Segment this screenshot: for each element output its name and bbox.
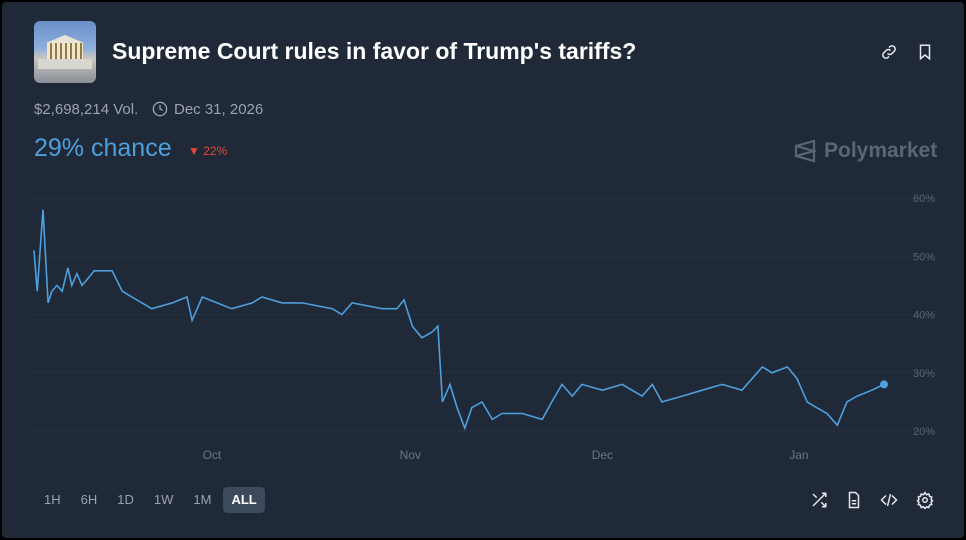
polymarket-logo-icon [794, 139, 816, 163]
range-selector: 1H 6H 1D 1W 1M ALL [36, 487, 265, 513]
y-tick-label: 20% [913, 426, 935, 438]
clock-icon [152, 101, 168, 117]
range-all[interactable]: ALL [223, 487, 265, 513]
y-tick-label: 40% [913, 310, 935, 322]
x-tick-label: Dec [592, 448, 613, 462]
y-tick-label: 60% [913, 193, 935, 205]
range-1w[interactable]: 1W [153, 492, 174, 507]
range-1h[interactable]: 1H [44, 492, 61, 507]
x-tick-label: Nov [400, 448, 421, 462]
current-point [880, 380, 888, 389]
volume: $2,698,214 Vol. [34, 101, 139, 118]
link-icon[interactable] [880, 43, 898, 61]
change-badge: ▼ 22% [188, 144, 227, 158]
x-tick-label: Jan [789, 448, 808, 462]
market-image [34, 21, 96, 83]
shuffle-icon[interactable] [810, 491, 828, 509]
market-title: Supreme Court rules in favor of Trump's … [112, 38, 637, 64]
document-icon[interactable] [845, 491, 863, 509]
y-tick-label: 30% [913, 368, 935, 380]
down-arrow-icon: ▼ [188, 144, 200, 158]
end-date: Dec 31, 2026 [174, 101, 264, 118]
embed-code-icon[interactable] [880, 491, 898, 509]
range-1d[interactable]: 1D [117, 492, 134, 507]
bookmark-icon[interactable] [916, 43, 934, 61]
chance-value: 29% chance [34, 134, 172, 162]
series-line-yes [33, 209, 885, 431]
price-chart: 20% 30% 40% 50% 60% Oct Nov Dec Jan [33, 193, 935, 462]
polymarket-logo: Polymarket [794, 139, 937, 163]
change-value: 22% [203, 144, 228, 158]
settings-gear-icon[interactable] [916, 491, 934, 509]
x-tick-label: Oct [203, 448, 222, 462]
brand-name: Polymarket [824, 139, 938, 162]
y-tick-label: 50% [913, 251, 935, 263]
range-1m[interactable]: 1M [193, 492, 212, 507]
range-6h[interactable]: 6H [80, 492, 98, 507]
